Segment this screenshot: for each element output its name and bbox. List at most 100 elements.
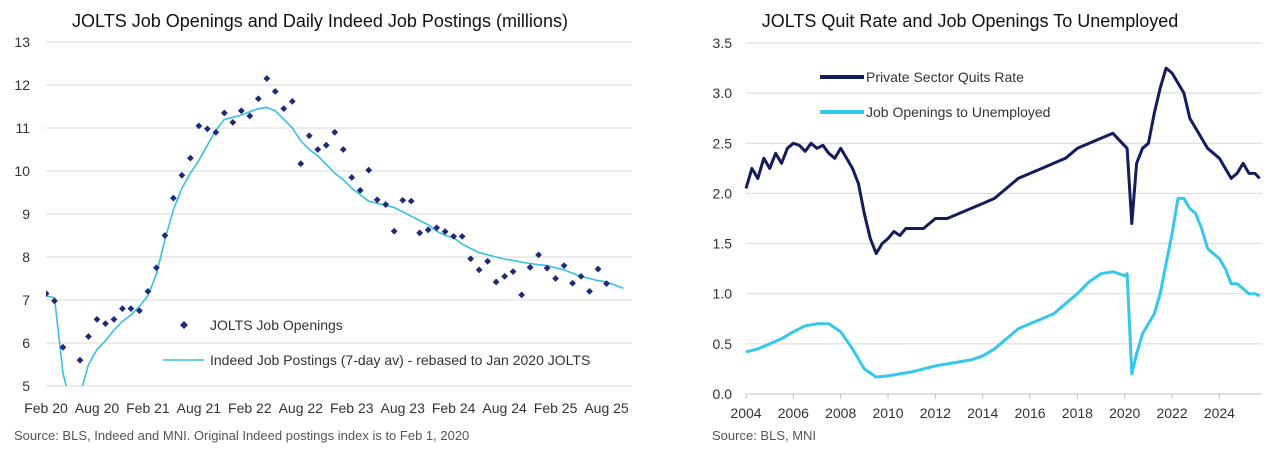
x-tick-label: Feb 22	[228, 400, 272, 416]
legend-label-indeed: Indeed Job Postings (7-day av) - rebased…	[210, 352, 590, 368]
y-tick-label: 2.5	[713, 135, 733, 151]
y-tick-label: 1.5	[713, 236, 733, 252]
x-tick-label: Feb 25	[534, 400, 578, 416]
jolts-openings-point	[110, 315, 118, 323]
x-tick-label: Feb 20	[24, 400, 68, 416]
jolts-openings-point	[271, 88, 279, 95]
jolts-openings-point	[144, 288, 152, 295]
openings-to-unemployed-line	[745, 196, 1261, 379]
x-tick-label: Aug 21	[177, 400, 222, 416]
jolts-indeed-chart-panel: JOLTS Job Openings and Daily Indeed Job …	[14, 11, 632, 443]
jolts-openings-point	[331, 128, 339, 136]
jolts-openings-point	[416, 229, 424, 237]
jolts-openings-point	[382, 201, 390, 208]
jolts-openings-point	[586, 288, 593, 295]
jolts-openings-point	[560, 262, 568, 269]
jolts-openings-point	[280, 105, 288, 113]
y-tick-label: 7	[22, 292, 30, 308]
jolts-openings-point	[543, 264, 551, 272]
jolts-openings-point	[373, 196, 381, 204]
jolts-openings-point	[356, 186, 364, 194]
jolts-openings-point	[339, 146, 347, 153]
legend-label-jolts: JOLTS Job Openings	[210, 317, 343, 333]
jolts-openings-point	[203, 125, 211, 133]
jolts-openings-point	[127, 305, 135, 312]
jolts-openings-point	[322, 141, 330, 149]
jolts-openings-point	[475, 266, 483, 274]
jolts-openings-point	[161, 232, 169, 239]
y-tick-label: 13	[14, 34, 30, 50]
legend-openings-ratio-label: Job Openings to Unemployed	[866, 104, 1050, 120]
x-tick-label: 2020	[1109, 405, 1140, 420]
x-tick-label: 2022	[1156, 405, 1187, 420]
legend-quits-label: Private Sector Quits Rate	[866, 69, 1024, 85]
left-chart-svg: 5 6 7 8 9 10 11 12 13 Feb 20 Aug 20 Feb 21 Aug 21 Feb…	[14, 34, 632, 416]
y-tick-label: 5	[22, 378, 30, 394]
jolts-openings-point	[237, 107, 245, 115]
jolts-openings-point	[178, 171, 186, 179]
jolts-openings-point	[246, 112, 254, 120]
jolts-openings-point	[501, 272, 509, 280]
y-tick-label: 0.5	[713, 336, 733, 352]
x-tick-label: 2012	[920, 405, 951, 420]
right-legend: Private Sector Quits Rate Job Openings to…	[820, 69, 1050, 120]
y-tick-label: 9	[22, 206, 30, 222]
jolts-openings-point	[169, 194, 177, 202]
jolts-openings-point	[492, 278, 500, 286]
jolts-openings-point	[46, 290, 50, 297]
left-chart-title: JOLTS Job Openings and Daily Indeed Job …	[72, 11, 568, 31]
x-tick-label: 2006	[778, 405, 809, 420]
x-tick-label: Aug 22	[279, 400, 324, 416]
jolts-openings-point	[212, 128, 220, 136]
left-legend: JOLTS Job Openings Indeed Job Postings (7…	[163, 317, 590, 368]
jolts-openings-point	[93, 315, 101, 323]
x-tick-label: Aug 20	[75, 400, 120, 416]
jolts-openings-point	[186, 154, 194, 162]
x-tick-label: 2008	[825, 405, 856, 420]
jolts-openings-point	[305, 132, 313, 140]
jolts-openings-point	[433, 224, 441, 232]
x-tick-label: Feb 23	[330, 400, 374, 416]
jolts-openings-point	[263, 75, 271, 82]
jolts-openings-point	[526, 263, 534, 271]
jolts-openings-point	[119, 305, 126, 312]
jolts-openings-point	[509, 268, 517, 276]
x-tick-label: 2016	[1014, 405, 1045, 420]
quits-ratio-chart-panel: JOLTS Quit Rate and Job Openings To Unem…	[660, 0, 1280, 449]
x-tick-label: 2018	[1062, 405, 1093, 420]
jolts-openings-point	[153, 264, 160, 272]
y-tick-label: 10	[14, 163, 30, 179]
right-chart-source: Source: BLS, MNI	[712, 428, 817, 443]
indeed-postings-line	[46, 106, 624, 386]
jolts-openings-point	[424, 226, 432, 234]
jolts-openings-point	[102, 320, 109, 328]
y-tick-label: 6	[22, 335, 30, 351]
y-tick-label: 0.0	[713, 386, 733, 402]
jolts-openings-point	[399, 196, 407, 204]
y-tick-label: 11	[15, 120, 30, 136]
y-tick-label: 12	[14, 77, 30, 93]
jolts-openings-point	[297, 160, 305, 168]
jolts-openings-point	[552, 275, 559, 282]
jolts-openings-point	[365, 166, 373, 174]
jolts-openings-point	[314, 146, 322, 153]
jolts-openings-point	[229, 119, 237, 126]
jolts-openings-point	[407, 197, 415, 205]
jolts-openings-point	[484, 257, 492, 265]
jolts-openings-point	[348, 174, 356, 181]
jolts-openings-point	[518, 291, 525, 299]
jolts-openings-point	[441, 228, 449, 236]
x-tick-label: Aug 25	[584, 400, 629, 416]
jolts-openings-point	[195, 122, 203, 130]
left-chart-source: Source: BLS, Indeed and MNI. Original In…	[14, 428, 470, 443]
jolts-openings-point	[467, 255, 475, 263]
jolts-openings-point	[458, 232, 466, 240]
jolts-openings-point	[603, 280, 610, 288]
jolts-openings-point	[450, 232, 458, 240]
x-tick-label: Aug 23	[381, 400, 426, 416]
right-chart-title: JOLTS Quit Rate and Job Openings To Unem…	[761, 11, 1179, 31]
legend-marker-jolts	[180, 321, 188, 329]
right-chart-svg: 0.0 0.5 1.0 1.5 2.0 2.5 3.0 3.5 2004 2006 2008 2010…	[713, 35, 1262, 420]
y-tick-label: 3.0	[713, 85, 733, 101]
jolts-openings-point	[59, 343, 67, 351]
